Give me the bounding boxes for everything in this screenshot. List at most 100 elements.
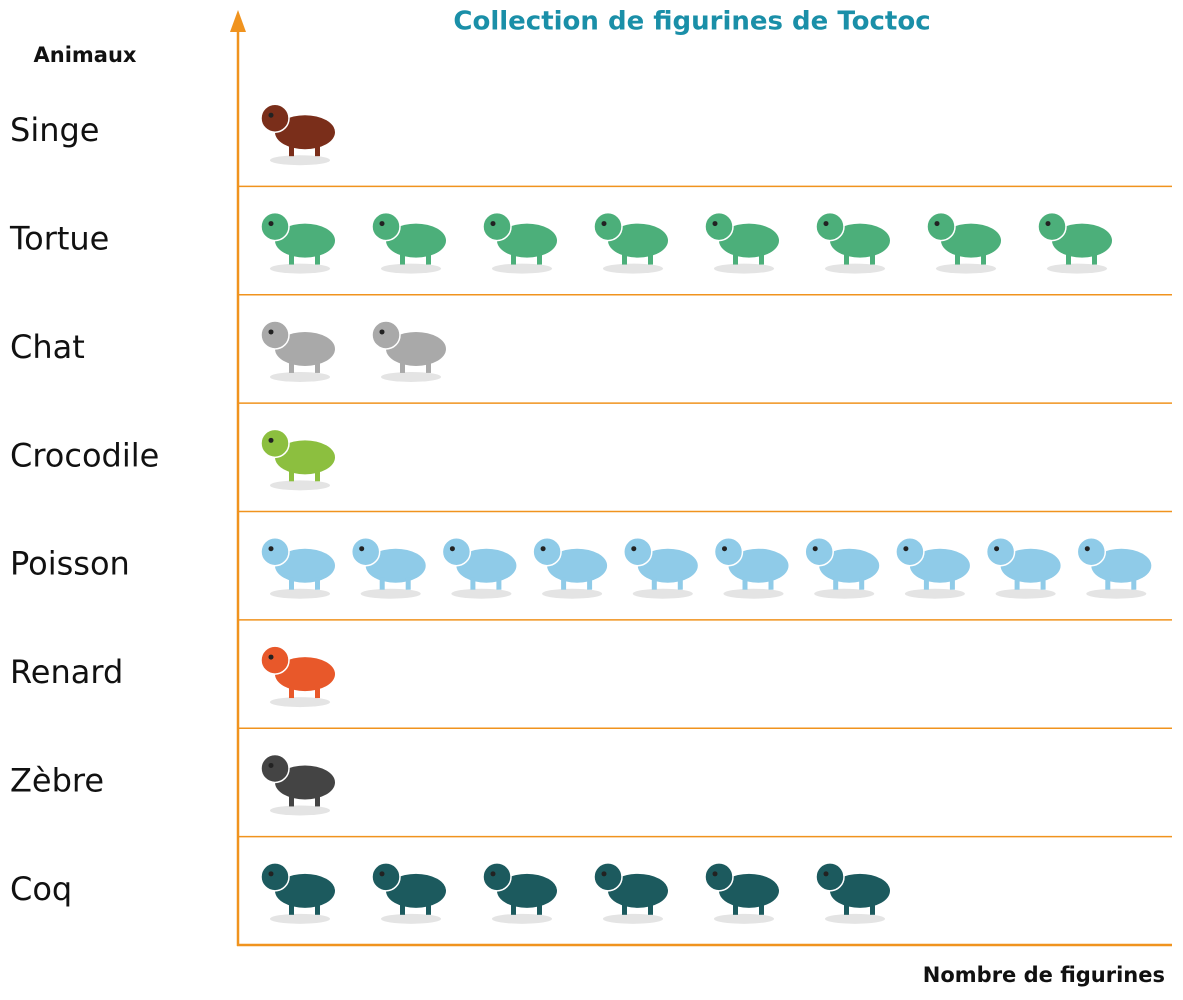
icon-body [275, 223, 335, 258]
icon-shadow [825, 913, 885, 924]
icon-head [260, 645, 290, 675]
icon-head [713, 536, 744, 567]
icon-leg [379, 577, 385, 590]
icon-body [275, 657, 335, 692]
pictogram-row [260, 428, 335, 491]
icon-head [260, 103, 290, 133]
icon-body [941, 223, 1001, 258]
icon-shadow [542, 588, 603, 599]
icon-leg [315, 469, 320, 482]
category-label: Chat [10, 328, 85, 366]
icon-shadow [270, 155, 330, 166]
icon-leg [622, 252, 627, 265]
icon-leg [400, 360, 405, 373]
icon-eye [268, 329, 274, 335]
icon-leg [768, 577, 774, 590]
category-label: Singe [10, 111, 99, 149]
icon-leg [315, 686, 320, 699]
icon-leg [759, 902, 764, 915]
icon-eye [268, 654, 274, 660]
icon-body [275, 440, 335, 475]
icon-head [532, 536, 562, 567]
icon-leg [315, 902, 320, 915]
icon-head [371, 320, 401, 350]
category-label: Crocodile [10, 436, 159, 474]
icon-eye [379, 221, 385, 227]
icon-leg [923, 577, 929, 590]
icon-body [719, 223, 779, 258]
icon-shadow [381, 263, 441, 274]
y-axis-arrow [230, 10, 246, 32]
icon-eye [379, 871, 385, 877]
icon-leg [1105, 577, 1111, 590]
icon-leg [955, 252, 960, 265]
icon-body [637, 548, 698, 583]
icon-eye [268, 871, 274, 877]
icon-shadow [814, 588, 875, 599]
icon-head [593, 211, 623, 242]
icon-head [815, 211, 845, 242]
category-label: Renard [10, 653, 123, 691]
icon-head [482, 211, 512, 242]
icon-leg [561, 577, 567, 590]
icon-body [1000, 548, 1061, 583]
category-label: Coq [10, 870, 72, 908]
icon-shadow [1086, 588, 1147, 599]
icon-body [547, 548, 608, 583]
icon-body [909, 548, 970, 583]
icon-head [623, 536, 653, 567]
icon-head [926, 211, 956, 242]
icon-eye [1045, 221, 1051, 227]
icon-body [456, 548, 517, 583]
icon-head [371, 211, 401, 242]
icon-head [815, 862, 845, 892]
icon-leg [651, 577, 657, 590]
icon-leg [733, 252, 738, 265]
icon-body [365, 548, 426, 583]
icon-eye [631, 546, 637, 552]
icon-eye [823, 871, 829, 877]
icon-shadow [825, 263, 885, 274]
icon-eye [1084, 546, 1090, 552]
icon-leg [470, 577, 476, 590]
icon-body [275, 873, 335, 908]
icon-eye [812, 546, 818, 552]
y-axis-label: Animaux [34, 43, 137, 67]
icon-leg [400, 902, 405, 915]
icon-leg [1014, 577, 1020, 590]
icon-body [275, 331, 335, 366]
icon-leg [537, 252, 542, 265]
icon-leg [1092, 252, 1097, 265]
icon-head [371, 862, 401, 892]
icon-leg [833, 577, 839, 590]
icon-leg [426, 252, 431, 265]
icon-leg [587, 577, 593, 590]
icon-eye [712, 871, 718, 877]
icon-shadow [714, 913, 774, 924]
icon-leg [870, 902, 875, 915]
icon-leg [648, 252, 653, 265]
icon-leg [511, 902, 516, 915]
icon-head [704, 211, 734, 242]
icon-head [482, 862, 512, 892]
icon-leg [315, 360, 320, 373]
icon-eye [712, 221, 718, 227]
icon-head [260, 320, 290, 350]
icon-shadow [381, 371, 441, 382]
icon-leg [315, 577, 320, 590]
icon-eye [268, 437, 274, 443]
icon-shadow [451, 588, 512, 599]
icon-shadow [270, 371, 330, 382]
category-label: Tortue [9, 220, 109, 258]
icon-head [441, 536, 472, 567]
icon-head [260, 428, 290, 459]
icon-shadow [270, 588, 330, 599]
category-label: Zèbre [10, 761, 104, 799]
icon-leg [1066, 252, 1071, 265]
icon-body [608, 873, 668, 908]
pictogram-row [260, 862, 890, 924]
icon-shadow [270, 805, 330, 816]
icon-leg [405, 577, 411, 590]
icon-eye [994, 546, 1000, 552]
